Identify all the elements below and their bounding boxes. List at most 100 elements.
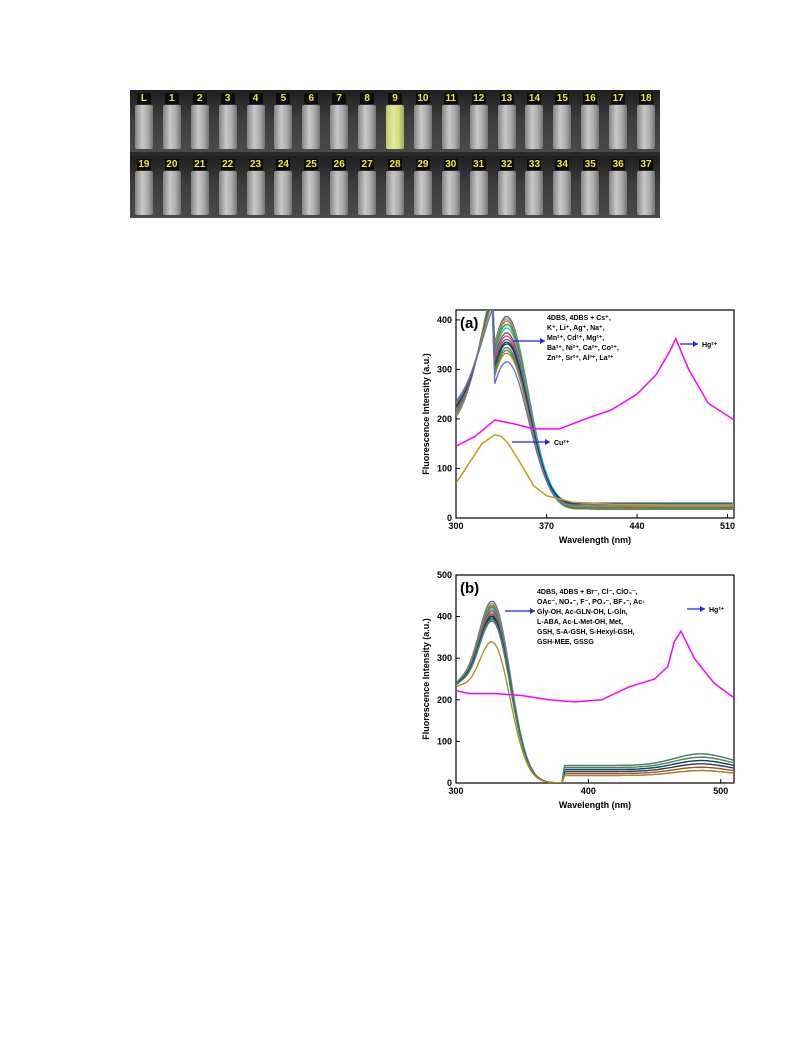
vial: [358, 171, 377, 215]
vial: [525, 171, 544, 215]
vial: [581, 105, 600, 149]
vial-label: 16: [583, 93, 598, 104]
x-tick-label: 370: [539, 521, 554, 531]
vial-label: 9: [388, 93, 402, 104]
x-tick-label: 300: [448, 521, 463, 531]
vial-label: 6: [304, 93, 319, 104]
vial-label: 10: [415, 93, 430, 104]
chart-b-svg: 0 100 200 300 400 500 300 400 500 Wavelength (nm)…: [421, 570, 735, 810]
vial: [274, 171, 293, 215]
y-axis-label: Fluorescence Intensity (a.u.): [421, 353, 431, 475]
series-line: [456, 433, 734, 506]
x-tick-label: 400: [581, 786, 596, 796]
cu-annotation: Cu²⁺: [554, 440, 570, 447]
legend-text: GSH, S-A-GSH, S-Hexyl-GSH,: [537, 629, 635, 636]
vial-label: 20: [164, 159, 179, 170]
series-line: [456, 310, 733, 510]
legend-text: 4DBS, 4DBS + Cs⁺,: [547, 315, 611, 322]
vial: [330, 105, 349, 149]
vial: [413, 105, 432, 149]
y-tick-label: 0: [447, 778, 452, 788]
y-tick-label: 200: [437, 414, 452, 424]
vial: [525, 105, 544, 149]
vial-label: 30: [443, 159, 458, 170]
vial-label: 23: [248, 159, 263, 170]
vial: [358, 105, 377, 149]
vial: [609, 171, 628, 215]
vial-label: 12: [471, 93, 486, 104]
cu-arrow-head: [545, 439, 550, 445]
y-tick-label: 100: [437, 463, 452, 473]
vial: [190, 105, 209, 149]
vial: [497, 171, 516, 215]
series-group: [456, 600, 734, 783]
vial-label: 5: [276, 93, 291, 104]
vial-label: 35: [583, 159, 598, 170]
vial: [413, 171, 432, 215]
series-line: [456, 336, 734, 447]
vial: [302, 105, 321, 149]
vial-label: 28: [388, 159, 402, 170]
legend-text: Mn²⁺, Cd²⁺, Mg²⁺,: [547, 335, 604, 342]
vial: [330, 171, 349, 215]
vial-label: 22: [220, 159, 235, 170]
vial-label: 1: [164, 93, 179, 104]
vial-label: 29: [415, 159, 430, 170]
x-axis-label: Wavelength (nm): [559, 800, 631, 810]
vial-row-top: L 1 2 3 4 5 6 7 8 9 10 11 12 13 14 15 16 17 18: [130, 90, 660, 152]
vial-label: 7: [332, 93, 347, 104]
vial: [637, 171, 656, 215]
vial: [246, 105, 265, 149]
legend-text: OAc⁻, NO₃⁻, F⁻, PO₄⁻, BF₄⁻, Ac-: [537, 599, 645, 606]
vial-label: 14: [527, 93, 542, 104]
series-line: [456, 310, 733, 507]
vial-label: 4: [248, 93, 263, 104]
y-tick-label: 400: [437, 315, 452, 325]
legend-text: K⁺, Li⁺, Ag⁺, Na⁺,: [547, 325, 605, 332]
fluorescence-chart-a: 0 100 200 300 400 300 370 440 510 Wavelength (nm)…: [400, 300, 740, 560]
vial: [218, 105, 237, 149]
y-tick-label: 0: [447, 513, 452, 523]
vial: [386, 171, 404, 215]
vial-label: 37: [639, 159, 654, 170]
series-line: [456, 641, 734, 783]
vial-label: 27: [360, 159, 375, 170]
vial: [497, 105, 516, 149]
vial: [441, 171, 460, 215]
x-tick-label: 500: [713, 786, 728, 796]
fluorescence-chart-b: 0 100 200 300 400 500 300 400 500 Wavelength (nm)…: [400, 565, 740, 825]
series-group: [456, 310, 734, 510]
legend-arrow-head: [530, 608, 535, 614]
vial: [553, 105, 572, 149]
x-axis-label: Wavelength (nm): [559, 535, 631, 545]
legend-text: GSH-MEE, GSSG: [537, 639, 594, 646]
vial: [190, 171, 209, 215]
vial-label: 21: [192, 159, 207, 170]
vial: [274, 105, 293, 149]
vial-label: 24: [276, 159, 291, 170]
legend-text: Zn²⁺, Sr²⁺, Al³⁺, La³⁺: [547, 355, 614, 362]
vials-photo: L 1 2 3 4 5 6 7 8 9 10 11 12 13 14 15 16 17 18 19 20 21 22 23 2…: [130, 90, 660, 218]
vial-label: L: [136, 93, 151, 104]
vial: [469, 105, 488, 149]
series-line: [456, 629, 734, 703]
vial: [162, 171, 181, 215]
vial: [553, 171, 572, 215]
vial: [302, 171, 321, 215]
legend-text: Ba²⁺, Ni²⁺, Ca²⁺, Co²⁺,: [547, 345, 619, 352]
vial-label: 31: [471, 159, 486, 170]
y-tick-label: 300: [437, 653, 452, 663]
series-line: [456, 618, 734, 783]
y-tick-label: 300: [437, 364, 452, 374]
panel-label: (b): [460, 580, 479, 597]
y-tick-label: 400: [437, 612, 452, 622]
vial-label: 18: [639, 93, 654, 104]
x-tick-label: 300: [448, 786, 463, 796]
vial: [134, 171, 153, 215]
vial: [386, 105, 404, 149]
hg-annotation: Hg²⁺: [709, 607, 725, 614]
x-tick-label: 510: [720, 521, 735, 531]
vial: [441, 105, 460, 149]
vial-label: 13: [499, 93, 514, 104]
legend-arrow-head: [540, 338, 545, 344]
